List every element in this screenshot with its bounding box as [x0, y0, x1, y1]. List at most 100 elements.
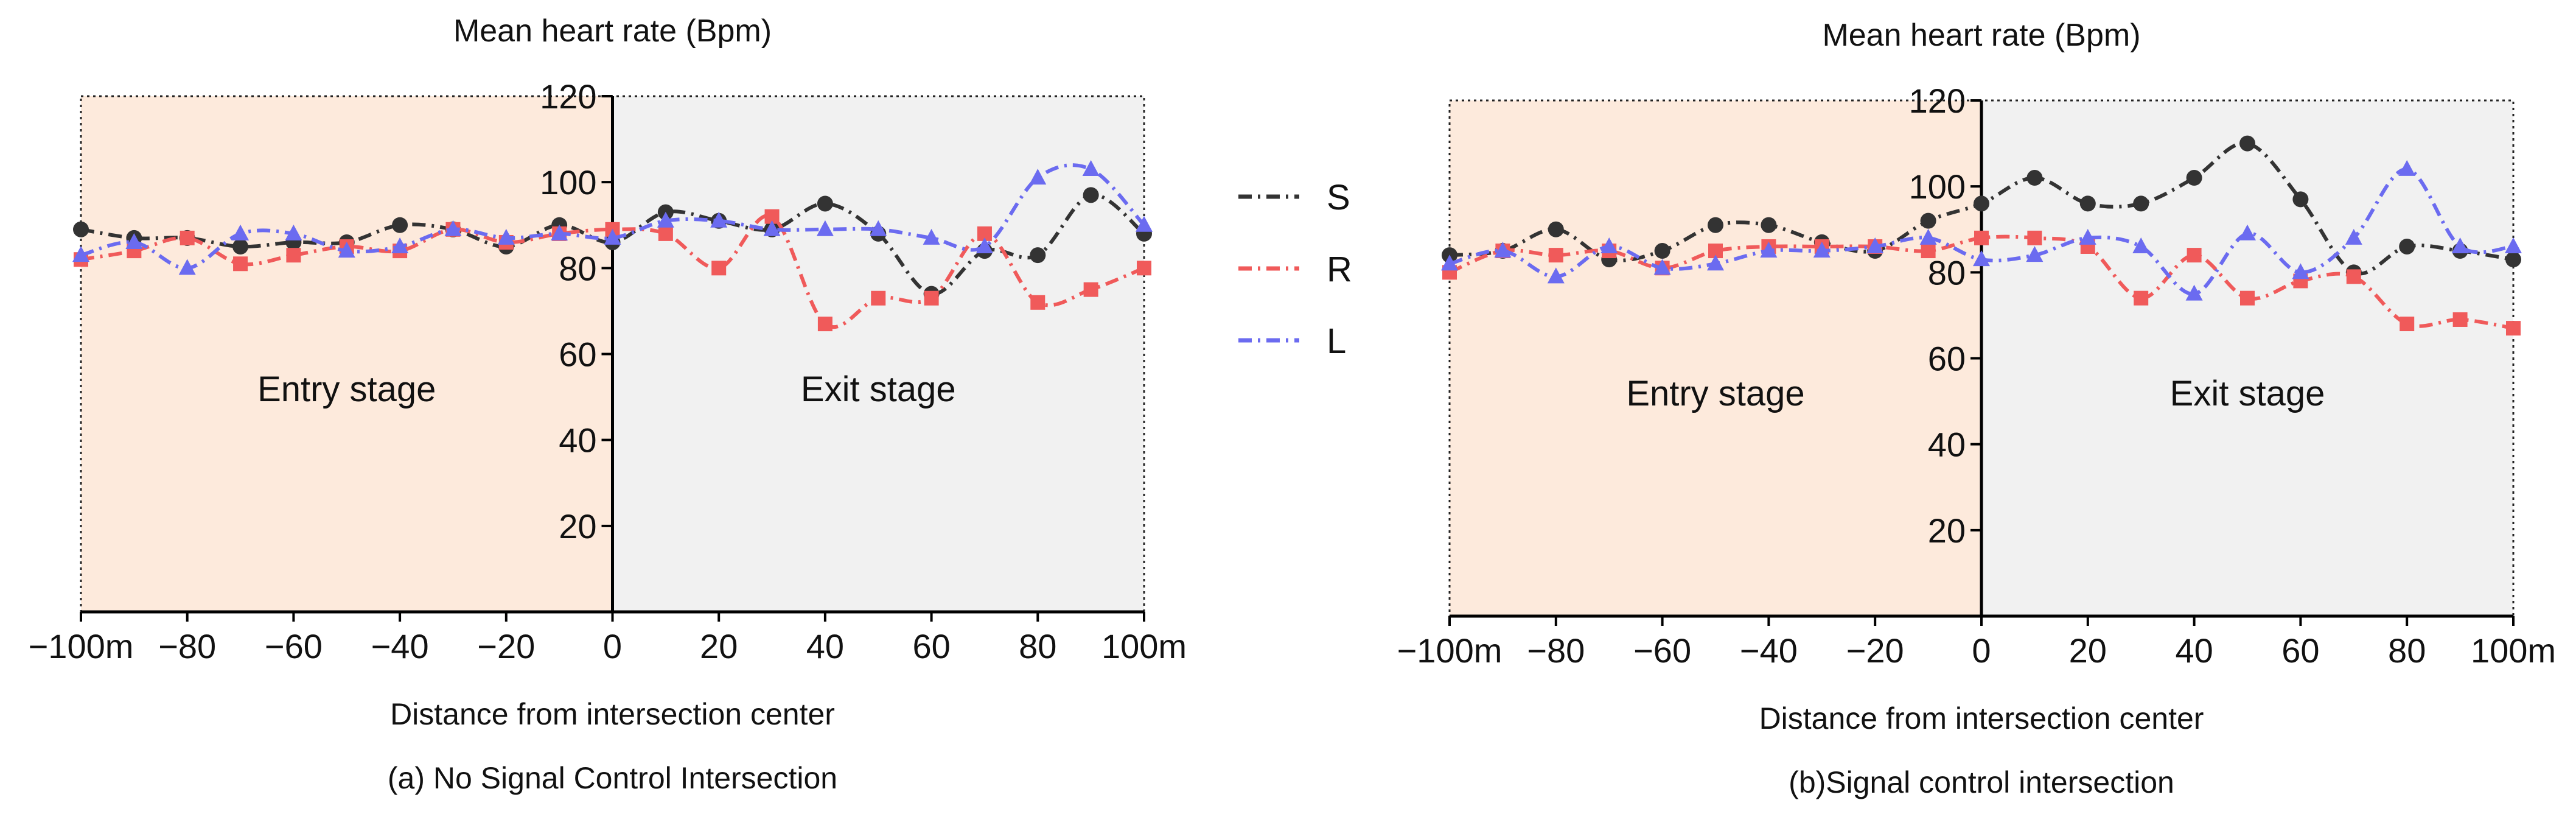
point-R: [658, 226, 673, 241]
point-R: [1974, 230, 1989, 245]
point-R: [924, 290, 939, 306]
legend-item-S: S: [1238, 178, 1350, 217]
point-R: [2240, 290, 2255, 306]
x-tick-label: −60: [1633, 631, 1691, 670]
x-tick-label: 0: [603, 627, 622, 665]
point-L: [2185, 284, 2203, 301]
point-L: [2026, 246, 2044, 262]
point-R: [2134, 290, 2149, 306]
point-S: [2505, 251, 2521, 268]
point-L: [1813, 242, 1831, 258]
point-S: [2079, 195, 2096, 212]
point-S: [232, 239, 249, 255]
exit-stage-label-a: Exit stage: [801, 370, 956, 409]
point-R: [2400, 317, 2415, 332]
x-tick-label: 100m: [1101, 627, 1187, 665]
point-L: [2505, 237, 2522, 253]
x-tick-label: −40: [1740, 631, 1798, 670]
y-tick-label: 20: [559, 507, 596, 546]
y-tick-label: 60: [559, 335, 596, 374]
x-tick-label: 60: [912, 627, 950, 665]
x-ticks-a: −100m −80 −60 −40 −20 0 20 40 60 80 100m: [29, 610, 1187, 665]
point-R: [2452, 312, 2468, 327]
point-S: [392, 217, 408, 233]
entry-stage-region-a: [81, 96, 613, 612]
point-S: [1083, 187, 1099, 203]
point-R: [1548, 248, 1563, 263]
point-L: [2292, 263, 2309, 279]
x-tick-label: −20: [1846, 631, 1904, 670]
point-R: [711, 261, 727, 276]
point-R: [817, 317, 832, 332]
point-L: [2451, 237, 2469, 253]
x-tick-label: −20: [477, 627, 535, 665]
chart-title-a: Mean heart rate (Bpm): [453, 13, 772, 49]
point-R: [1030, 295, 1045, 310]
y-tick-label: 80: [1928, 253, 1966, 292]
y-tick-label: 120: [540, 77, 596, 116]
point-R: [2187, 248, 2202, 263]
y-tick-label: 40: [559, 421, 596, 460]
point-L: [1866, 237, 1884, 253]
point-R: [2506, 321, 2521, 336]
point-S: [1708, 217, 1723, 233]
point-S: [817, 195, 833, 212]
caption-b: (b)Signal control intersection: [1789, 765, 2174, 799]
x-tick-label: 80: [2388, 631, 2426, 670]
series-layer-b: [1441, 135, 2522, 336]
y-tick-label: 60: [1928, 340, 1966, 378]
point-S: [1920, 212, 1936, 229]
legend-item-R: R: [1238, 250, 1352, 289]
x-tick-label: −80: [158, 627, 216, 665]
point-L: [1919, 228, 1937, 245]
point-L: [1653, 259, 1671, 275]
point-L: [551, 224, 568, 240]
x-tick-label: 40: [806, 627, 844, 665]
point-L: [2132, 237, 2150, 253]
point-L: [2345, 228, 2362, 245]
panel-a: 20 40 60 80 100 120 −100m −80 −60 −40 −20 0 20 40 60 8…: [29, 13, 1187, 795]
point-R: [1083, 282, 1098, 297]
caption-a: (a) No Signal Control Intersection: [388, 761, 837, 795]
chart-title-b: Mean heart rate (Bpm): [1822, 18, 2140, 53]
point-L: [2398, 160, 2416, 176]
point-L: [285, 224, 302, 240]
point-L: [1973, 250, 1990, 267]
x-axis-label-b: Distance from intersection center: [1759, 701, 2204, 735]
point-L: [1494, 242, 1512, 258]
legend-label-S: S: [1327, 178, 1350, 217]
legend-label-R: R: [1327, 250, 1352, 289]
x-tick-label: −80: [1527, 631, 1585, 670]
point-R: [233, 256, 248, 272]
y-tick-label: 100: [1909, 167, 1966, 206]
point-L: [125, 233, 143, 249]
y-tick-label: 80: [559, 249, 596, 287]
point-L: [870, 220, 887, 236]
point-S: [1974, 195, 1989, 212]
point-L: [1760, 242, 1778, 258]
point-S: [2239, 135, 2255, 152]
point-L: [1600, 237, 1618, 253]
point-S: [1030, 247, 1046, 264]
x-tick-label: −60: [265, 627, 323, 665]
x-ticks-b: −100m −80 −60 −40 −20 0 20 40 60 80 100m: [1397, 614, 2556, 670]
exit-stage-label-b: Exit stage: [2170, 374, 2325, 413]
series-line-R: [80, 214, 1145, 329]
point-R: [180, 230, 195, 245]
point-L: [1082, 160, 1100, 176]
point-L: [1707, 254, 1724, 271]
point-L: [178, 259, 196, 275]
point-L: [2079, 228, 2096, 245]
x-tick-label: −40: [371, 627, 429, 665]
point-L: [1029, 169, 1047, 185]
legend: SRL: [1238, 178, 1352, 361]
point-S: [2399, 238, 2415, 254]
y-tick-label: 20: [1928, 511, 1966, 550]
series-line-L: [80, 163, 1146, 270]
x-tick-label: 20: [700, 627, 738, 665]
point-L: [976, 237, 993, 254]
y-ticks-b: 20 40 60 80 100 120: [1909, 82, 1981, 550]
point-L: [657, 211, 674, 228]
point-L: [710, 211, 728, 228]
